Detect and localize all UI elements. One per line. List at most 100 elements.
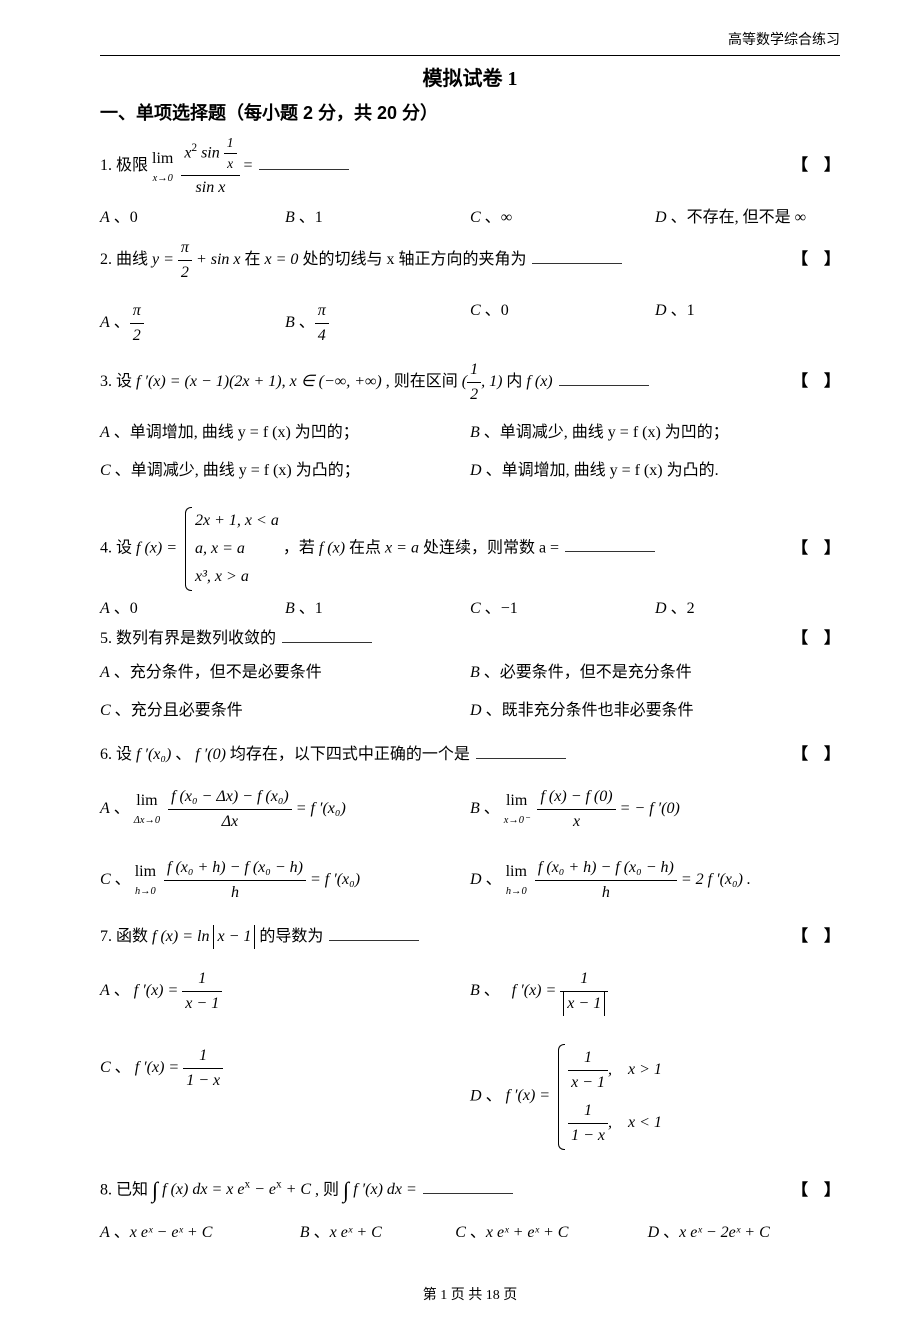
q1-blank	[259, 154, 349, 170]
q2-bracket: 【 】	[792, 248, 840, 272]
q7-tail: 的导数为	[259, 928, 323, 945]
q8-a-text: x eˣ − eˣ + C	[130, 1224, 213, 1241]
q3-opt-d: D 、单调增加, 曲线 y = f (x) 为凸的.	[470, 459, 840, 483]
q6-c-rhs: = f ′(x₀)	[310, 871, 360, 888]
q1-opt-b-text: 1	[315, 209, 323, 226]
question-1: 1. 极限 lim x→0 x2 sin 1x sin x = 【 】	[100, 133, 840, 200]
section-heading: 一、单项选择题（每小题 2 分，共 20 分）	[100, 100, 840, 127]
q4-xa: x = a	[385, 539, 419, 556]
q2-frac-num: π	[178, 236, 192, 261]
q8-d-text: x eˣ − 2eˣ + C	[679, 1224, 770, 1241]
q3-b-text: 单调减少, 曲线 y = f (x) 为凹的；	[500, 424, 729, 441]
q4-row-0: 2x + 1, x < a	[195, 507, 279, 535]
q8-options: A 、x eˣ − eˣ + C B 、x eˣ + C C 、x eˣ + e…	[100, 1221, 840, 1245]
q3-tail: 内	[506, 373, 522, 390]
q4-bracket: 【 】	[792, 537, 840, 561]
q3-int-suffix: , 1)	[481, 373, 502, 390]
q1-opt-a-text: 0	[130, 209, 138, 226]
q4-opt-d: D 、2	[655, 597, 840, 621]
q4-row-2: x³, x > a	[195, 563, 279, 591]
q6-b-den: x	[537, 810, 615, 834]
q1-prefix: 1. 极限	[100, 157, 148, 174]
q5-opt-d: D 、既非充分条件也非必要条件	[470, 699, 840, 723]
q6-opt-d: D 、 limh→0 f (x₀ + h) − f (x₀ − h)h = 2 …	[470, 856, 840, 905]
q2-mid: 在	[245, 251, 261, 268]
q2-d-text: 1	[687, 302, 695, 319]
q4-tail: 处连续，则常数 a =	[423, 539, 559, 556]
q6-b-lim: x→0⁻	[504, 813, 530, 829]
q5-c-text: 充分且必要条件	[131, 702, 243, 719]
q5-bracket: 【 】	[792, 627, 840, 651]
q2-x0: x = 0	[265, 251, 299, 268]
q4-piecewise: 2x + 1, x < a a, x = a x³, x > a	[181, 507, 279, 591]
q4-blank	[565, 536, 655, 552]
header-rule	[100, 55, 840, 56]
q1-opt-d: D 、不存在, 但不是 ∞	[655, 206, 840, 230]
q7-c-num: 1	[183, 1044, 223, 1069]
q8-blank	[423, 1178, 513, 1194]
q2-opt-b: B 、π4	[285, 299, 470, 348]
q7-options: A 、 f ′(x) = 1x − 1 B 、 f ′(x) = 1x − 1 …	[100, 967, 840, 1150]
q4-fx2: f (x)	[319, 539, 345, 556]
q6-b-num: f (x) − f (0)	[537, 785, 615, 810]
q6-a-den: Δx	[168, 810, 292, 834]
q3-blank	[559, 370, 649, 386]
q7-d-r1c: , x > 1	[608, 1061, 662, 1078]
q4-a-text: 0	[130, 600, 138, 617]
q3-prefix: 3. 设	[100, 373, 132, 390]
q8-opt-a: A 、x eˣ − eˣ + C	[100, 1221, 300, 1245]
page: 高等数学综合练习 模拟试卷 1 一、单项选择题（每小题 2 分，共 20 分） …	[0, 0, 920, 1336]
q2-blank	[532, 248, 622, 264]
q5-opt-a: A 、充分条件，但不是必要条件	[100, 661, 470, 685]
q4-c-text: −1	[501, 600, 518, 617]
q7-opt-a: A 、 f ′(x) = 1x − 1	[100, 967, 470, 1016]
q6-d-rhs: = 2 f ′(x₀) .	[681, 871, 751, 888]
q6-prefix: 6. 设	[100, 746, 132, 763]
q8-opt-c: C 、x eˣ + eˣ + C	[455, 1221, 647, 1245]
q1-fraction: x2 sin 1x sin x	[181, 133, 239, 200]
q6-opt-a: A 、 limΔx→0 f (x₀ − Δx) − f (x₀)Δx = f ′…	[100, 785, 470, 834]
q3-opt-c: C 、单调减少, 曲线 y = f (x) 为凸的；	[100, 459, 470, 483]
q5-a-text: 充分条件，但不是必要条件	[130, 664, 322, 681]
page-title: 模拟试卷 1	[100, 64, 840, 94]
q8-b-text: x eˣ + C	[330, 1224, 382, 1241]
q7-opt-c: C 、 f ′(x) = 11 − x	[100, 1044, 470, 1150]
q4-b-text: 1	[315, 600, 323, 617]
q6-opt-c: C 、 limh→0 f (x₀ + h) − f (x₀ − h)h = f …	[100, 856, 470, 905]
q7-c-lhs: f ′(x) =	[135, 1059, 180, 1076]
q7-d-lhs: f ′(x) =	[506, 1087, 551, 1104]
q7-a-den: x − 1	[182, 992, 222, 1016]
q6-b-rhs: = − f ′(0)	[620, 800, 680, 817]
q1-bracket: 【 】	[792, 154, 840, 178]
q8-opt-d: D 、x eˣ − 2eˣ + C	[648, 1221, 840, 1245]
q3-comma: ,	[282, 373, 286, 390]
q3-options: A 、单调增加, 曲线 y = f (x) 为凹的； B 、单调减少, 曲线 y…	[100, 421, 840, 497]
q7-abs: x − 1	[213, 925, 255, 949]
q7-opt-d: D 、 f ′(x) = 1x − 1, x > 1 11 − x, x < 1	[470, 1044, 840, 1150]
page-footer: 第 1 页 共 18 页	[100, 1285, 840, 1306]
q6-d-num: f (x₀ + h) − f (x₀ − h)	[535, 856, 677, 881]
q2-frac-den: 2	[178, 261, 192, 285]
q3-opt-a: A 、单调增加, 曲线 y = f (x) 为凹的；	[100, 421, 470, 445]
q2-b-den: 4	[315, 324, 329, 348]
q7-d-r1d: x − 1	[568, 1071, 608, 1095]
q7-blank	[329, 925, 419, 941]
q6-c-num: f (x₀ + h) − f (x₀ − h)	[164, 856, 306, 881]
q5-stem: 5. 数列有界是数列收敛的	[100, 630, 276, 647]
q8-opt-b: B 、x eˣ + C	[300, 1221, 455, 1245]
q7-d-r1n: 1	[568, 1046, 608, 1071]
question-6: 6. 设 f ′(x₀) 、 f ′(0) 均存在，以下四式中正确的一个是 【 …	[100, 743, 840, 767]
q2-c-text: 0	[501, 302, 509, 319]
q7-c-den: 1 − x	[183, 1069, 223, 1093]
q7-fx: f (x) = ln	[152, 928, 209, 945]
q4-d-text: 2	[687, 600, 695, 617]
q6-fp-0: f ′(0)	[195, 746, 226, 763]
q1-opt-a: A 、0	[100, 206, 285, 230]
q7-prefix: 7. 函数	[100, 928, 148, 945]
q4-mid2: 在点	[349, 539, 381, 556]
q8-c-text: x eˣ + eˣ + C	[486, 1224, 569, 1241]
q7-d-r2n: 1	[568, 1099, 608, 1124]
q3-fx: f (x)	[526, 373, 552, 390]
q6-a-lim: Δx→0	[134, 813, 160, 829]
q2-b-num: π	[315, 299, 329, 324]
